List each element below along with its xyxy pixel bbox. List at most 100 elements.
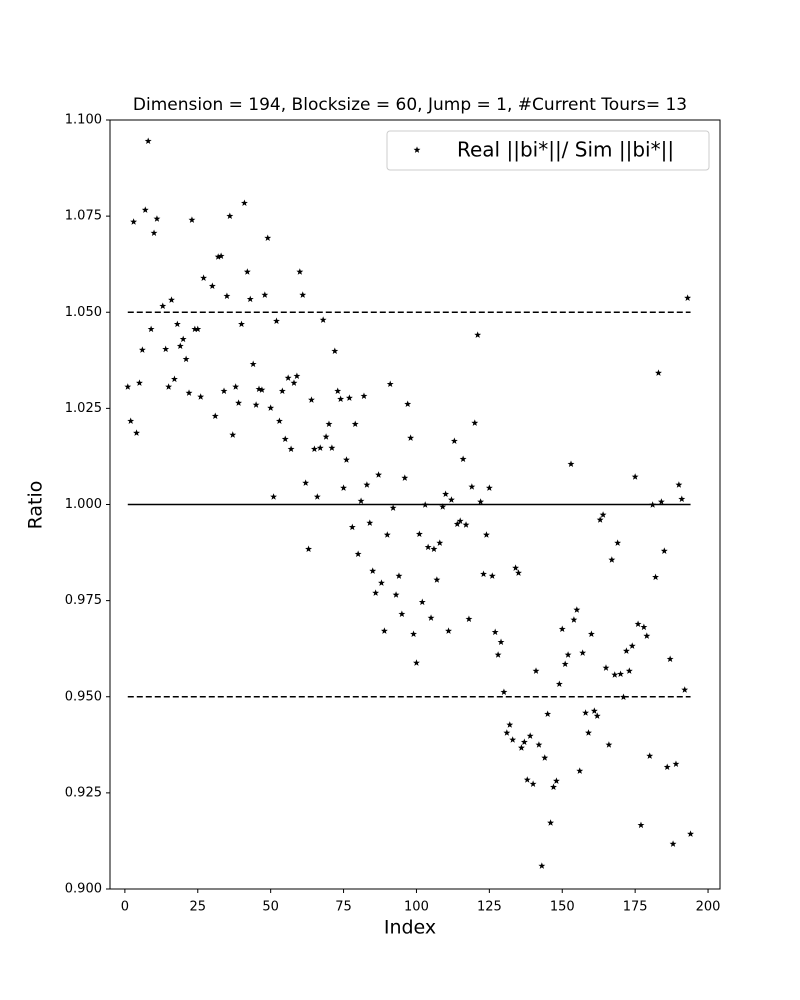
point — [398, 610, 406, 617]
x-tick-label: 150 — [550, 900, 575, 915]
point — [643, 632, 651, 639]
point — [637, 821, 645, 829]
point — [345, 394, 353, 401]
point — [348, 523, 356, 531]
point — [526, 732, 534, 739]
point — [512, 564, 520, 571]
point — [200, 274, 208, 281]
point — [305, 545, 312, 553]
point — [366, 519, 374, 526]
point — [483, 531, 490, 538]
point — [171, 375, 178, 383]
x-axis-label: Index — [384, 917, 436, 939]
point — [471, 419, 479, 426]
plot-frame — [109, 119, 721, 890]
y-tick-label: 1.025 — [65, 401, 102, 416]
point — [608, 556, 616, 563]
point — [427, 614, 435, 621]
point — [529, 780, 537, 787]
point — [436, 539, 444, 546]
point — [223, 292, 231, 300]
point — [179, 335, 187, 343]
y-tick-label: 0.975 — [65, 593, 102, 608]
point — [413, 659, 420, 666]
point — [375, 471, 382, 478]
point — [649, 501, 657, 508]
point — [468, 483, 476, 490]
point — [453, 520, 461, 528]
point — [459, 455, 467, 463]
point — [401, 474, 409, 481]
point — [331, 347, 339, 354]
point — [462, 521, 470, 528]
point — [564, 651, 572, 658]
point — [308, 396, 315, 403]
point — [494, 651, 502, 658]
point — [445, 627, 452, 634]
point — [153, 215, 161, 222]
point — [418, 598, 426, 606]
point — [555, 680, 563, 687]
legend-label: Real ||bi*||/ Sim ||bi*|| — [457, 138, 674, 162]
point — [241, 199, 248, 206]
point — [296, 268, 304, 275]
point — [343, 456, 350, 463]
point — [144, 137, 152, 145]
x-tick-label: 75 — [335, 900, 352, 915]
point — [127, 417, 135, 424]
point — [369, 567, 377, 574]
point — [570, 616, 578, 623]
point — [264, 234, 272, 241]
point — [313, 493, 321, 500]
point — [188, 216, 196, 223]
point — [275, 417, 283, 424]
x-tick-label: 200 — [696, 900, 721, 915]
point — [246, 295, 254, 303]
point — [520, 738, 528, 746]
point — [497, 638, 505, 646]
point — [593, 712, 601, 719]
point — [185, 389, 193, 396]
point — [284, 374, 292, 381]
point — [328, 444, 336, 451]
point — [258, 386, 266, 393]
point — [620, 693, 627, 701]
point — [541, 754, 549, 761]
point — [491, 628, 499, 636]
point — [173, 320, 181, 328]
point — [249, 360, 257, 368]
point — [357, 497, 365, 504]
point — [465, 615, 473, 622]
point — [386, 380, 394, 388]
point — [217, 252, 225, 260]
point — [270, 493, 277, 500]
point — [448, 496, 455, 503]
point — [576, 767, 584, 774]
point — [599, 511, 607, 518]
point — [684, 294, 692, 301]
point — [424, 543, 432, 551]
y-tick-label: 0.900 — [65, 882, 102, 897]
point — [415, 530, 423, 538]
point — [450, 437, 458, 444]
point — [168, 296, 175, 303]
point — [133, 429, 140, 436]
point — [229, 431, 237, 438]
point — [485, 484, 493, 491]
y-tick-label: 0.925 — [65, 785, 102, 800]
point — [278, 387, 286, 394]
point — [162, 345, 170, 353]
x-tick-label: 25 — [189, 900, 206, 915]
point — [165, 383, 173, 390]
point — [538, 862, 546, 869]
point — [214, 253, 222, 260]
point — [220, 387, 228, 394]
point — [337, 395, 345, 403]
point — [299, 291, 307, 298]
point — [147, 325, 155, 333]
legend-box — [386, 130, 710, 171]
point — [535, 741, 543, 748]
point — [395, 572, 403, 579]
point — [605, 741, 613, 748]
